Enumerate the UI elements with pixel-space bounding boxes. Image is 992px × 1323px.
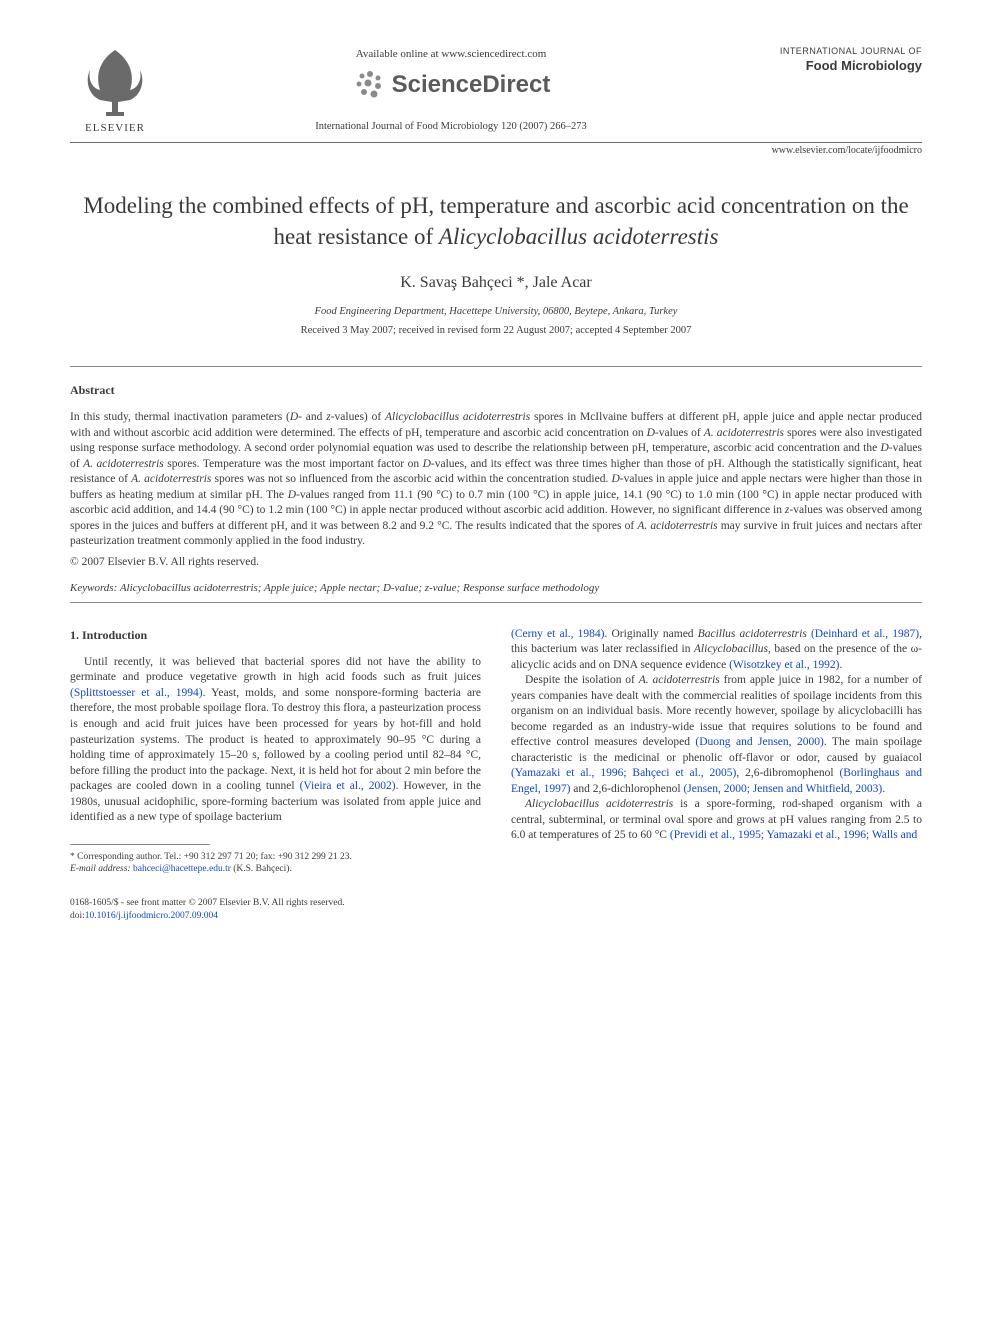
front-matter-block: 0168-1605/$ - see front matter © 2007 El… (70, 897, 922, 922)
elsevier-logo-block: ELSEVIER (70, 40, 160, 134)
affiliation: Food Engineering Department, Hacettepe U… (70, 306, 922, 317)
email-label: E-mail address: (70, 864, 131, 874)
elsevier-tree-icon (80, 40, 150, 120)
keywords-list: Alicyclobacillus acidoterrestris; Apple … (120, 582, 599, 594)
article-dates: Received 3 May 2007; received in revised… (70, 325, 922, 336)
center-header: Available online at www.sciencedirect.co… (160, 40, 742, 132)
header-divider (70, 142, 922, 143)
keywords: Keywords: Alicyclobacillus acidoterrestr… (70, 582, 922, 594)
keywords-label: Keywords: (70, 582, 117, 594)
intro-para-2: (Cerny et al., 1984). Originally named B… (511, 627, 922, 674)
abstract-copyright: © 2007 Elsevier B.V. All rights reserved… (70, 556, 922, 568)
front-matter-line: 0168-1605/$ - see front matter © 2007 El… (70, 897, 922, 909)
elsevier-label: ELSEVIER (85, 122, 145, 134)
corresponding-footnote: * Corresponding author. Tel.: +90 312 29… (70, 851, 481, 876)
page-header: ELSEVIER Available online at www.science… (70, 40, 922, 134)
abstract-top-divider (70, 366, 922, 367)
journal-reference: International Journal of Food Microbiolo… (160, 121, 742, 132)
intro-para-3: Despite the isolation of A. acidoterrest… (511, 673, 922, 797)
abstract-heading: Abstract (70, 383, 922, 398)
doi-label: doi: (70, 911, 85, 921)
footnote-divider (70, 844, 210, 845)
doi-line: doi:10.1016/j.ijfoodmicro.2007.09.004 (70, 910, 922, 922)
available-online-text: Available online at www.sciencedirect.co… (160, 48, 742, 60)
journal-brand-overline: INTERNATIONAL JOURNAL OF (742, 46, 922, 56)
abstract-bottom-divider (70, 602, 922, 603)
authors: K. Savaş Bahçeci *, Jale Acar (70, 274, 922, 292)
body-columns: 1. Introduction Until recently, it was b… (70, 627, 922, 876)
sciencedirect-logo: ScienceDirect (352, 68, 551, 102)
intro-para-1: Until recently, it was believed that bac… (70, 655, 481, 826)
abstract-body: In this study, thermal inactivation para… (70, 410, 922, 550)
journal-brand: INTERNATIONAL JOURNAL OF Food Microbiolo… (742, 40, 922, 73)
journal-brand-title: Food Microbiology (742, 58, 922, 73)
sciencedirect-dots-icon (352, 68, 386, 102)
email-suffix: (K.S. Bahçeci). (233, 864, 292, 874)
email-line: E-mail address: bahceci@hacettepe.edu.tr… (70, 863, 481, 875)
doi-link[interactable]: 10.1016/j.ijfoodmicro.2007.09.004 (85, 911, 218, 921)
intro-para-4: Alicyclobacillus acidoterrestris is a sp… (511, 797, 922, 844)
article-title: Modeling the combined effects of pH, tem… (70, 190, 922, 252)
sciencedirect-text: ScienceDirect (392, 71, 551, 99)
locate-link[interactable]: www.elsevier.com/locate/ijfoodmicro (70, 145, 922, 156)
intro-heading: 1. Introduction (70, 627, 481, 643)
email-address[interactable]: bahceci@hacettepe.edu.tr (133, 864, 231, 874)
column-left: 1. Introduction Until recently, it was b… (70, 627, 481, 876)
corresponding-author-line: * Corresponding author. Tel.: +90 312 29… (70, 851, 481, 863)
column-right: (Cerny et al., 1984). Originally named B… (511, 627, 922, 876)
